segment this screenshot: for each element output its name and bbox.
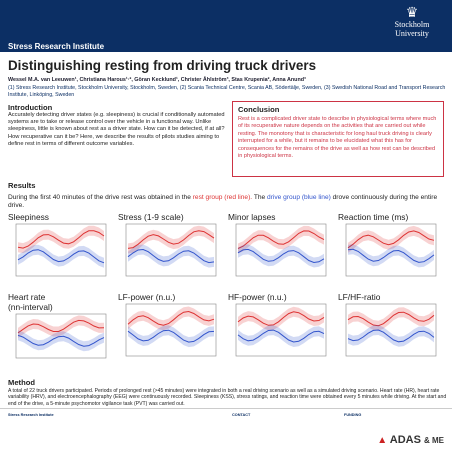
crown-icon: ♛ bbox=[405, 4, 419, 20]
plot-panel: Minor lapses bbox=[228, 212, 332, 284]
plot-title: Heart rate bbox=[8, 292, 46, 302]
logo-line1: Stockholm bbox=[394, 20, 430, 29]
plot-graphic bbox=[345, 223, 437, 277]
sponsor-name: ADAS bbox=[389, 434, 421, 446]
rest-group-band bbox=[238, 306, 324, 331]
conclusion-text: Rest is a complicated driver state to de… bbox=[238, 116, 437, 160]
introduction-heading: Introduction bbox=[8, 103, 53, 112]
plot-frame bbox=[235, 303, 327, 357]
footer-contact-block: CONTACT bbox=[232, 413, 322, 418]
plot-subtitle: (nn-interval) bbox=[8, 302, 53, 312]
rest-group-band bbox=[348, 225, 434, 253]
plot-panel: Reaction time (ms) bbox=[338, 212, 442, 284]
rest-group-band bbox=[348, 307, 434, 331]
sponsor-mark-icon: ▲ bbox=[377, 435, 388, 446]
plot-graphic bbox=[235, 303, 327, 357]
introduction-text: Accurately detecting driver states (e.g.… bbox=[8, 112, 225, 147]
plot-frame bbox=[345, 223, 437, 277]
method-heading: Method bbox=[8, 378, 35, 387]
plot-title: Stress (1-9 scale) bbox=[118, 212, 184, 222]
rest-group-line bbox=[237, 230, 325, 249]
footer: Stress Research Institute CONTACT FUNDIN… bbox=[0, 408, 452, 452]
method-text: A total of 22 truck drivers participated… bbox=[8, 388, 447, 407]
rest-group-line bbox=[127, 310, 215, 326]
rest-group-band bbox=[18, 225, 104, 254]
plot-frame bbox=[125, 303, 217, 357]
plot-panel: Sleepiness bbox=[8, 212, 112, 284]
drive-group-line bbox=[237, 329, 325, 343]
plot-frame bbox=[125, 223, 217, 277]
conclusion-heading: Conclusion bbox=[238, 105, 280, 114]
results-text: During the first 40 minutes of the drive… bbox=[8, 194, 448, 211]
sponsor-suffix: & ME bbox=[424, 436, 444, 445]
funding-label: FUNDING bbox=[344, 413, 362, 417]
contact-label: CONTACT bbox=[232, 413, 251, 417]
rest-group-band bbox=[238, 225, 324, 254]
footer-institute-block: Stress Research Institute bbox=[8, 413, 168, 418]
rest-group-band bbox=[128, 306, 214, 331]
drive-group-band bbox=[348, 325, 434, 347]
drive-group-line bbox=[347, 248, 435, 263]
plot-frame bbox=[345, 303, 437, 357]
university-logo: ♛ Stockholm University bbox=[380, 4, 444, 50]
conclusion-box: Conclusion Rest is a complicated driver … bbox=[232, 101, 444, 177]
drive-group-line bbox=[17, 249, 105, 264]
plot-graphic bbox=[125, 303, 217, 357]
drive-group-label: drive group (blue line) bbox=[267, 194, 331, 201]
drive-group-line bbox=[127, 329, 215, 343]
drive-group-band bbox=[128, 244, 214, 268]
rest-group-line bbox=[17, 230, 105, 249]
footer-funding-block: FUNDING bbox=[344, 413, 434, 418]
plot-graphic bbox=[235, 223, 327, 277]
plot-frame bbox=[15, 223, 107, 277]
results-text-b: The bbox=[252, 194, 268, 201]
rest-group-line bbox=[347, 311, 435, 327]
plot-frame bbox=[235, 223, 327, 277]
plot-title: LF/HF-ratio bbox=[338, 292, 381, 302]
drive-group-band bbox=[348, 244, 434, 268]
footer-institute: Stress Research Institute bbox=[8, 413, 54, 417]
rest-group-line bbox=[127, 230, 215, 249]
plot-title: LF-power (n.u.) bbox=[118, 292, 176, 302]
affiliations: (1) Stress Research Institute, Stockholm… bbox=[8, 85, 446, 98]
rest-group-line bbox=[237, 311, 325, 326]
plot-graphic bbox=[125, 223, 217, 277]
plot-panel: HF-power (n.u.) bbox=[228, 292, 332, 364]
sponsor-logo: ▲ ADAS & ME bbox=[377, 434, 444, 446]
results-text-a: During the first 40 minutes of the drive… bbox=[8, 194, 193, 201]
plot-graphic bbox=[345, 303, 437, 357]
plot-panel: LF/HF-ratio bbox=[338, 292, 442, 364]
drive-group-line bbox=[347, 329, 435, 343]
drive-group-band bbox=[18, 330, 104, 352]
plot-title: HF-power (n.u.) bbox=[228, 292, 287, 302]
rest-group-label: rest group (red line). bbox=[192, 194, 253, 201]
logo-line2: University bbox=[395, 29, 429, 38]
plot-panel: Heart rate (nn-interval) bbox=[8, 292, 112, 366]
drive-group-line bbox=[17, 334, 105, 347]
drive-group-band bbox=[238, 325, 324, 347]
plot-panel: LF-power (n.u.) bbox=[118, 292, 222, 364]
plot-frame bbox=[15, 313, 107, 359]
drive-group-band bbox=[18, 244, 104, 268]
plot-title: Sleepiness bbox=[8, 212, 49, 222]
results-text-c: drove continuously during the entire dri… bbox=[8, 194, 438, 210]
author-list: Wessel M.A. van Leeuwen¹, Christiana Har… bbox=[8, 77, 306, 83]
plot-graphic bbox=[15, 313, 107, 359]
results-heading: Results bbox=[8, 181, 36, 190]
plot-title: Reaction time (ms) bbox=[338, 212, 409, 222]
header-banner: Stress Research Institute ♛ Stockholm Un… bbox=[0, 0, 452, 52]
drive-group-line bbox=[127, 248, 215, 264]
plot-panel: Stress (1-9 scale) bbox=[118, 212, 222, 284]
rest-group-line bbox=[347, 230, 435, 249]
institute-name: Stress Research Institute bbox=[8, 42, 105, 51]
plot-title: Minor lapses bbox=[228, 212, 276, 222]
rest-group-line bbox=[17, 319, 105, 334]
poster-title: Distinguishing resting from driving truc… bbox=[8, 58, 317, 73]
drive-group-line bbox=[237, 248, 325, 264]
plot-graphic bbox=[15, 223, 107, 277]
